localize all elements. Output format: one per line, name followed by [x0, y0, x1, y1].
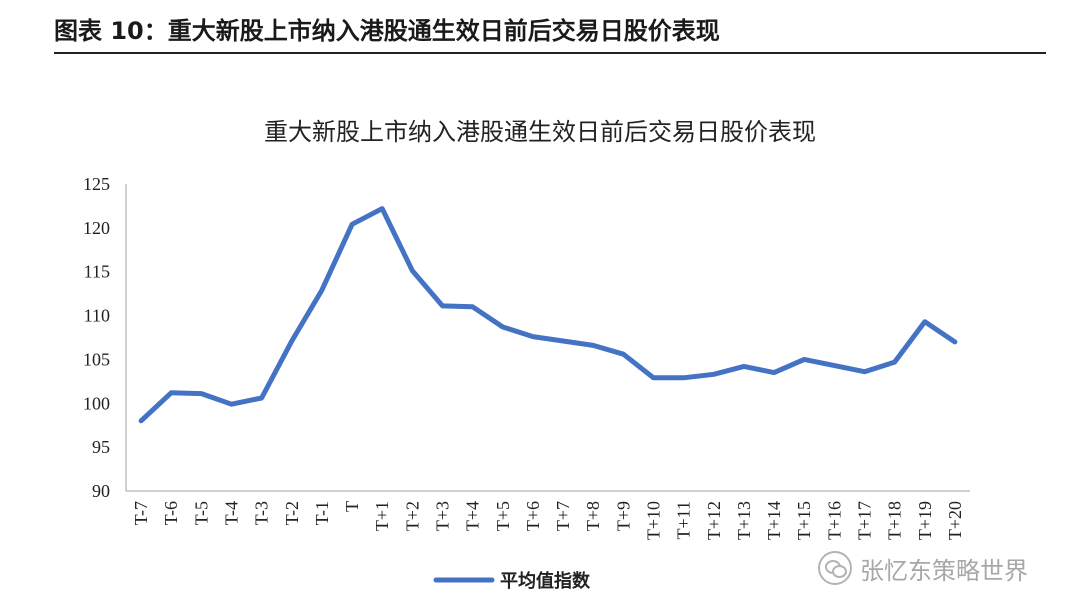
y-tick-label: 115 — [84, 262, 110, 282]
x-tick-label: T+13 — [734, 501, 754, 540]
x-tick-label: T+4 — [463, 501, 483, 531]
y-tick-label: 90 — [92, 481, 110, 501]
x-tick-label: T-1 — [312, 501, 332, 525]
watermark: 张忆东策略世界 — [818, 548, 1028, 588]
x-tick-label: T+2 — [402, 501, 422, 531]
chart-title: 重大新股上市纳入港股通生效日前后交易日股价表现 — [264, 118, 816, 146]
chart-axes — [125, 184, 970, 492]
x-tick-label: T-3 — [252, 501, 272, 525]
y-tick-label: 110 — [84, 306, 110, 326]
y-tick-label: 95 — [92, 437, 110, 457]
x-tick-label: T+11 — [674, 501, 694, 539]
x-tick-label: T+9 — [613, 501, 633, 531]
x-tick-label: T-4 — [222, 501, 242, 525]
x-tick-label: T-7 — [131, 501, 151, 525]
figure-label: 图表 10：重大新股上市纳入港股通生效日前后交易日股价表现 — [54, 17, 720, 45]
x-tick-label: T+12 — [704, 501, 724, 540]
x-tick-label: T+16 — [824, 501, 844, 540]
x-tick-label: T-2 — [282, 501, 302, 525]
x-tick-label: T+14 — [764, 501, 784, 540]
series-line — [138, 206, 958, 424]
x-tick-label: T+17 — [855, 501, 875, 540]
x-tick-label: T-5 — [191, 501, 211, 525]
figure-header: 图表 10：重大新股上市纳入港股通生效日前后交易日股价表现 — [54, 12, 1046, 54]
x-tick-label: T+20 — [945, 501, 965, 540]
legend-label: 平均值指数 — [500, 570, 591, 592]
chart-legend: 平均值指数 — [433, 570, 591, 592]
wechat-icon — [818, 551, 852, 585]
watermark-text: 张忆东策略世界 — [860, 556, 1028, 585]
x-tick-label: T+19 — [915, 501, 935, 540]
x-tick-label: T+1 — [372, 501, 392, 531]
y-tick-label: 125 — [83, 174, 110, 194]
y-tick-label: 120 — [83, 218, 110, 238]
y-tick-label: 105 — [83, 349, 110, 369]
y-axis-ticks: 90 95 100 105 110 115 120 125 — [83, 174, 110, 501]
x-axis-ticks: T-7 T-6 T-5 T-4 T-3 T-2 T-1 T T+1 T+2 T+3 T+4 T+5 T+6… — [131, 501, 965, 540]
x-tick-label: T-6 — [161, 501, 181, 525]
x-tick-label: T+18 — [885, 501, 905, 540]
x-tick-label: T — [342, 501, 362, 512]
x-tick-label: T+10 — [644, 501, 664, 540]
x-tick-label: T+8 — [583, 501, 603, 531]
x-tick-label: T+5 — [493, 501, 513, 531]
y-tick-label: 100 — [83, 393, 110, 413]
chart-series — [138, 206, 958, 424]
x-tick-label: T+6 — [523, 501, 543, 531]
x-tick-label: T+15 — [794, 501, 814, 540]
x-tick-label: T+3 — [433, 501, 453, 531]
x-tick-label: T+7 — [553, 501, 573, 531]
